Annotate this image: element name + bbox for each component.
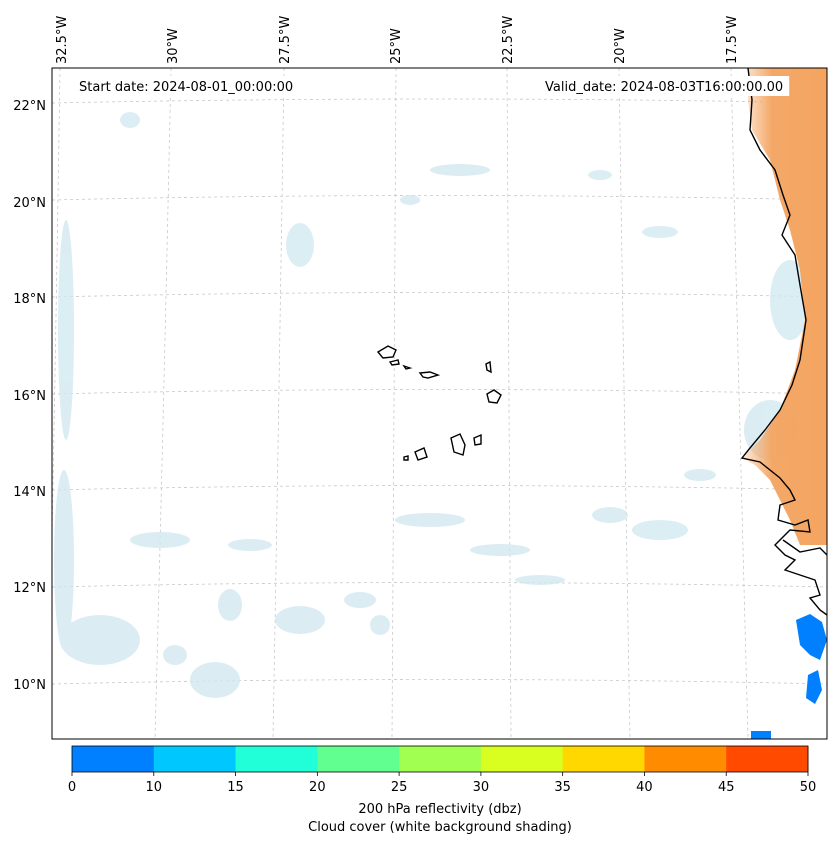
lat-label-20n: 20°N xyxy=(13,196,46,211)
lat-label-10n: 10°N xyxy=(13,678,46,693)
lon-label-20w: 20°W xyxy=(613,28,628,64)
colorbar-tick-label: 10 xyxy=(146,780,163,795)
colorbar-tick-label: 0 xyxy=(68,780,76,795)
colorbar-segment xyxy=(235,746,318,772)
lon-label-17-5w: 17.5°W xyxy=(725,16,740,64)
lat-label-12n: 12°N xyxy=(13,581,46,596)
lat-label-18n: 18°N xyxy=(13,292,46,307)
lon-label-27-5w: 27.5°W xyxy=(278,16,293,64)
valid-date-label: Valid_date: 2024-08-03T16:00:00.00 xyxy=(545,80,783,95)
cape-verde-islands xyxy=(376,345,502,461)
colorbar-tick-label: 45 xyxy=(718,780,735,795)
colorbar-segment xyxy=(317,746,400,772)
colorbar-segment xyxy=(726,746,809,772)
colorbar-segment xyxy=(153,746,237,772)
colorbar-tick-label: 40 xyxy=(636,780,653,795)
colorbar-sublabel: Cloud cover (white background shading) xyxy=(308,820,572,835)
map-frame xyxy=(51,67,828,740)
colorbar-tick-label: 20 xyxy=(309,780,326,795)
valid-date-box xyxy=(539,76,790,96)
colorbar-tick-label: 25 xyxy=(391,780,408,795)
colorbar: 0 10 15 20 25 30 35 40 45 50 xyxy=(68,745,817,795)
parallel-lines xyxy=(52,98,827,685)
start-date-box xyxy=(73,76,300,96)
lon-label-25w: 25°W xyxy=(389,28,404,64)
colorbar-tick-label: 50 xyxy=(800,780,817,795)
colorbar-label: 200 hPa reflectivity (dbz) xyxy=(358,802,521,817)
africa-coastline-inner xyxy=(782,539,827,556)
latitude-labels: 22°N 20°N 18°N 16°N 14°N 12°N 10°N xyxy=(13,99,46,693)
colorbar-segment xyxy=(72,746,155,772)
meridian-lines xyxy=(52,68,749,739)
colorbar-tick-label: 30 xyxy=(473,780,490,795)
colorbar-segment xyxy=(399,746,482,772)
lon-label-22-5w: 22.5°W xyxy=(501,16,516,64)
lat-label-16n: 16°N xyxy=(13,389,46,404)
lat-label-22n: 22°N xyxy=(13,99,46,114)
longitude-labels: 32.5°W 30°W 27.5°W 25°W 22.5°W 20°W 17.5… xyxy=(55,16,740,64)
lon-label-32-5w: 32.5°W xyxy=(55,16,70,64)
africa-coastline xyxy=(740,68,827,616)
colorbar-border xyxy=(71,745,809,773)
lon-label-30w: 30°W xyxy=(166,28,181,64)
start-date-label: Start date: 2024-08-01_00:00:00 xyxy=(79,80,293,95)
colorbar-tick-label: 15 xyxy=(227,780,244,795)
reflectivity-patches xyxy=(751,614,827,739)
colorbar-segment xyxy=(644,746,727,772)
map-content xyxy=(52,68,827,739)
colorbar-tick-label: 35 xyxy=(554,780,571,795)
land-shading-africa xyxy=(742,68,827,545)
cloud-cover-shading xyxy=(54,112,810,698)
colorbar-segment xyxy=(562,746,645,772)
colorbar-segment xyxy=(480,746,564,772)
lat-label-14n: 14°N xyxy=(13,485,46,500)
